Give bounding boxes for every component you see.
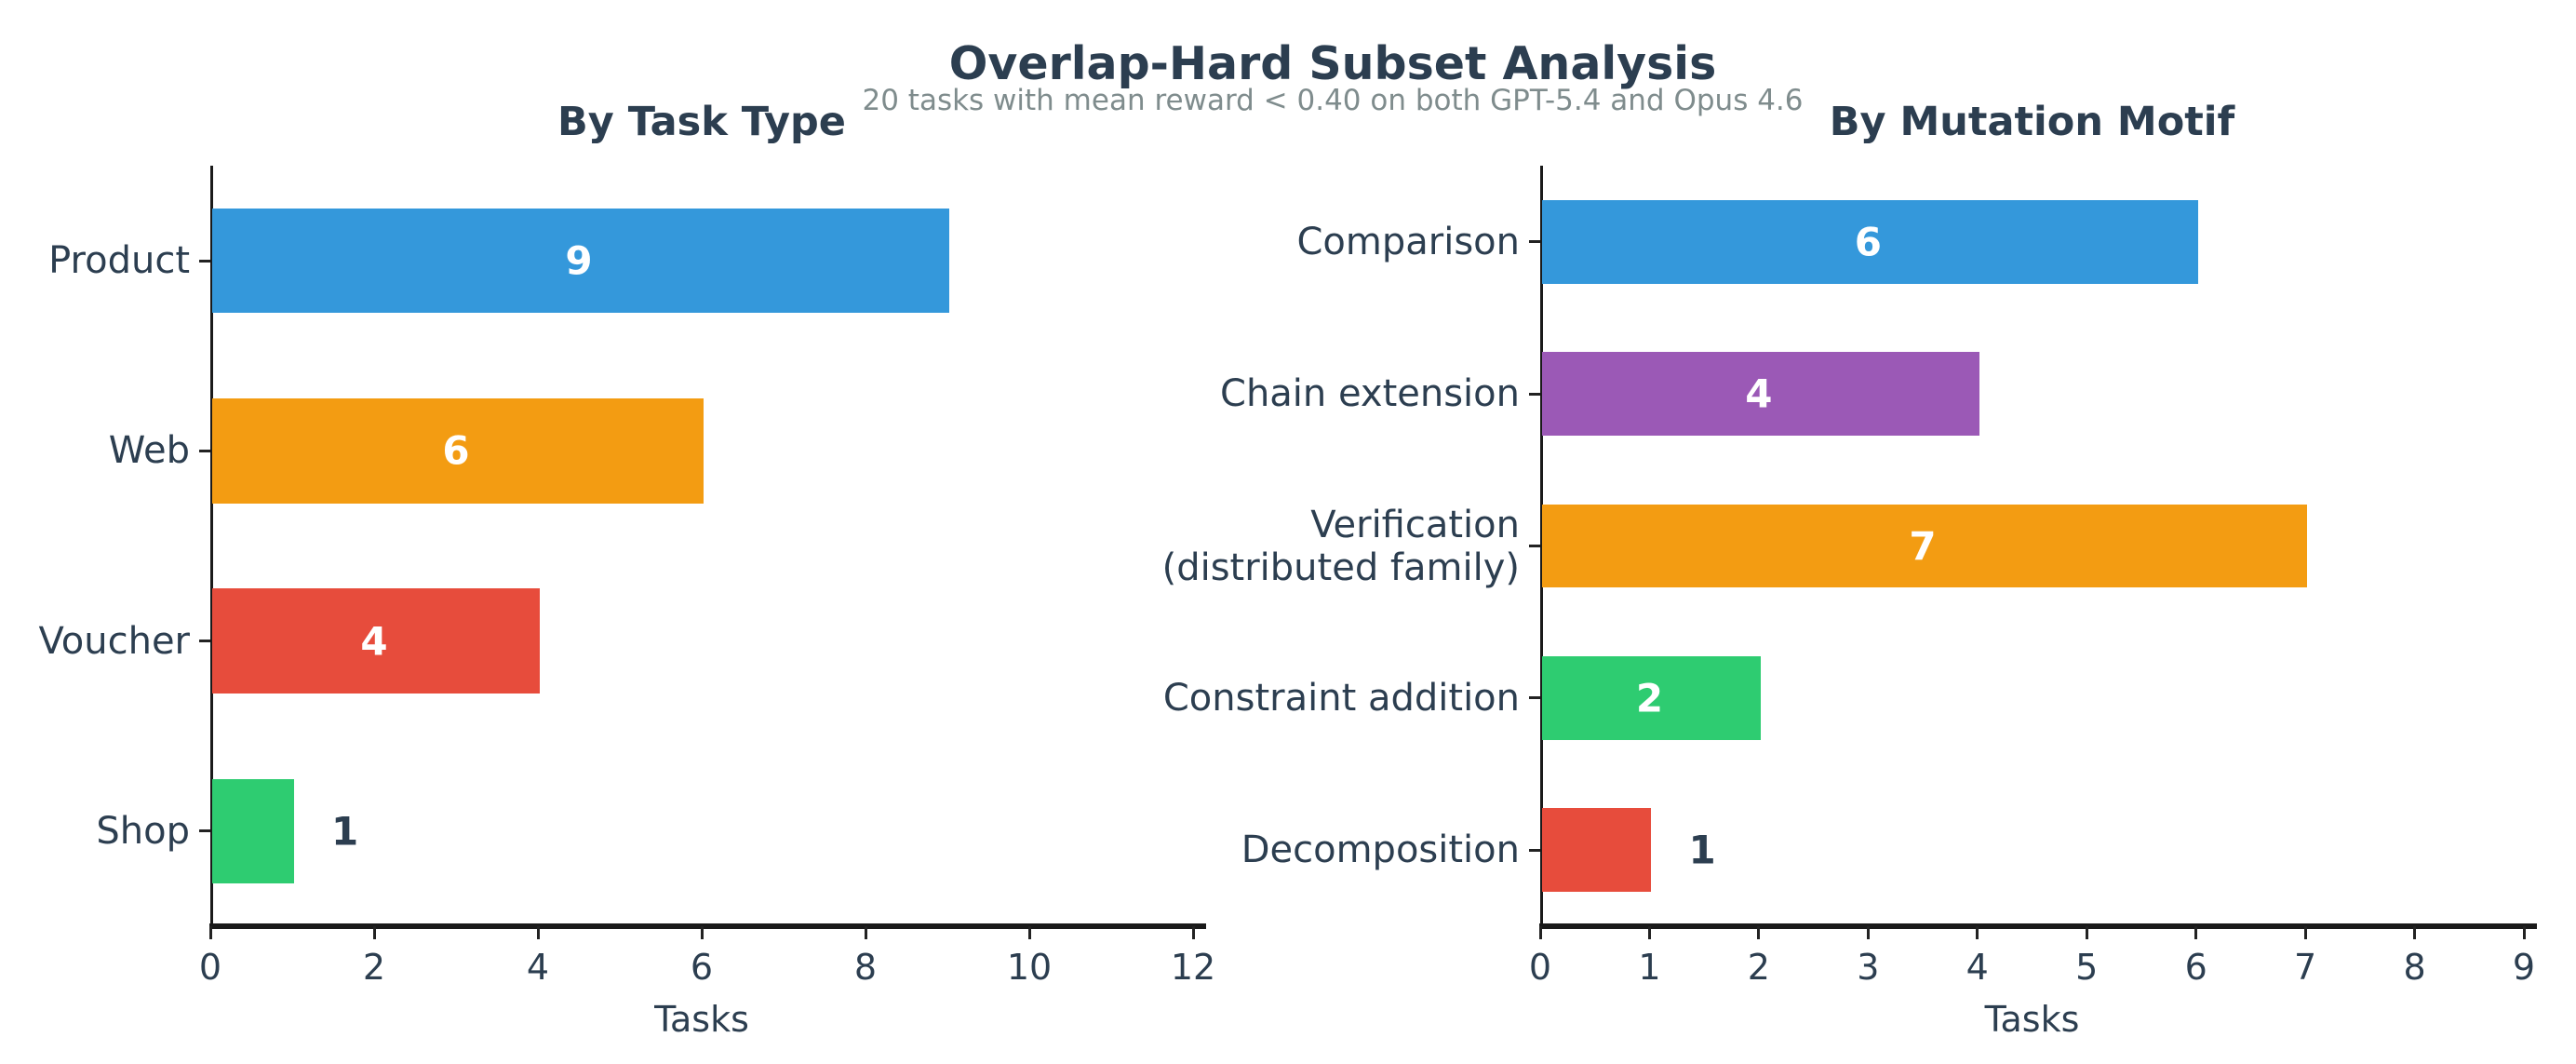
category-label-shop: Shop [96, 809, 190, 853]
x-axis-label: Tasks [654, 999, 749, 1040]
y-tick-mark [1529, 848, 1540, 852]
bar-value-label: 4 [360, 618, 388, 665]
bar-value-label: 1 [331, 808, 359, 855]
x-tick-label: 8 [2403, 947, 2426, 988]
category-label-constraint-addition: Constraint addition [1162, 676, 1520, 720]
bar-value-label: 7 [1909, 523, 1937, 569]
y-axis-spine [1540, 166, 1543, 929]
figure-subtitle: 20 tasks with mean reward < 0.40 on both… [862, 84, 1804, 117]
bar-value-label: 1 [1688, 827, 1716, 873]
y-tick-mark [199, 259, 210, 263]
x-tick-label: 4 [1966, 947, 1989, 988]
bar-value-label: 6 [442, 427, 470, 474]
bar-value-label: 4 [1745, 370, 1773, 417]
x-tick-mark [1191, 926, 1195, 939]
x-tick-mark [1866, 926, 1870, 939]
bar-product [212, 208, 949, 314]
x-tick-label: 2 [362, 947, 386, 988]
y-tick-mark [199, 449, 210, 452]
x-tick-mark [2303, 926, 2307, 939]
y-tick-mark [199, 640, 210, 643]
x-tick-label: 7 [2294, 947, 2317, 988]
category-label-verification: Verification (distributed family) [1161, 503, 1520, 589]
x-tick-mark [1647, 926, 1651, 939]
x-axis-spine [1539, 923, 2537, 929]
bar-value-label: 6 [1854, 219, 1882, 265]
bar-shop [212, 778, 294, 884]
x-tick-label: 10 [1006, 947, 1053, 988]
y-tick-mark [1529, 545, 1540, 547]
x-tick-label: 8 [853, 947, 878, 988]
bar-constraint-addition [1542, 655, 1761, 740]
x-tick-mark [700, 926, 704, 939]
y-tick-mark [1529, 240, 1540, 244]
category-label-comparison: Comparison [1296, 220, 1521, 263]
y-tick-mark [1529, 696, 1540, 700]
y-tick-mark [1529, 392, 1540, 396]
axes-title: By Task Type [557, 99, 846, 145]
bar-decomposition [1542, 808, 1652, 893]
x-tick-mark [1538, 926, 1542, 939]
x-axis-spine [209, 923, 1206, 929]
x-axis-label: Tasks [1984, 999, 2080, 1040]
x-tick-label: 4 [526, 947, 550, 988]
x-tick-label: 0 [1528, 947, 1552, 988]
x-tick-mark [208, 926, 212, 939]
bar-value-label: 2 [1635, 675, 1664, 721]
category-label-voucher: Voucher [38, 619, 190, 663]
x-tick-mark [1027, 926, 1031, 939]
bar-verification [1542, 504, 2308, 588]
category-label-chain-extension: Chain extension [1220, 372, 1520, 416]
category-label-web: Web [108, 429, 190, 473]
bar-chain-extension [1542, 352, 1979, 437]
x-tick-label: 1 [1638, 947, 1661, 988]
x-tick-mark [536, 926, 540, 939]
axes-title: By Mutation Motif [1829, 99, 2235, 145]
x-tick-label: 9 [2512, 947, 2536, 988]
x-tick-mark [864, 926, 867, 939]
x-tick-label: 0 [198, 947, 222, 988]
y-tick-mark [199, 829, 210, 833]
x-tick-mark [1976, 926, 1979, 939]
x-tick-label: 5 [2075, 947, 2099, 988]
x-tick-label: 2 [1747, 947, 1770, 988]
category-label-product: Product [48, 239, 190, 283]
bar-value-label: 9 [565, 237, 593, 284]
x-tick-mark [2194, 926, 2198, 939]
x-tick-mark [1757, 926, 1761, 939]
bar-web [212, 398, 704, 504]
x-tick-mark [2522, 926, 2526, 939]
x-tick-mark [2413, 926, 2417, 939]
x-tick-mark [2085, 926, 2088, 939]
bar-comparison [1542, 199, 2198, 284]
x-tick-mark [372, 926, 376, 939]
x-tick-label: 3 [1857, 947, 1880, 988]
x-tick-label: 6 [690, 947, 714, 988]
category-label-decomposition: Decomposition [1241, 828, 1520, 872]
figure-title: Overlap-Hard Subset Analysis [948, 37, 1717, 90]
bar-voucher [212, 588, 540, 694]
x-tick-label: 6 [2184, 947, 2207, 988]
x-tick-label: 12 [1170, 947, 1216, 988]
y-axis-spine [210, 166, 213, 929]
